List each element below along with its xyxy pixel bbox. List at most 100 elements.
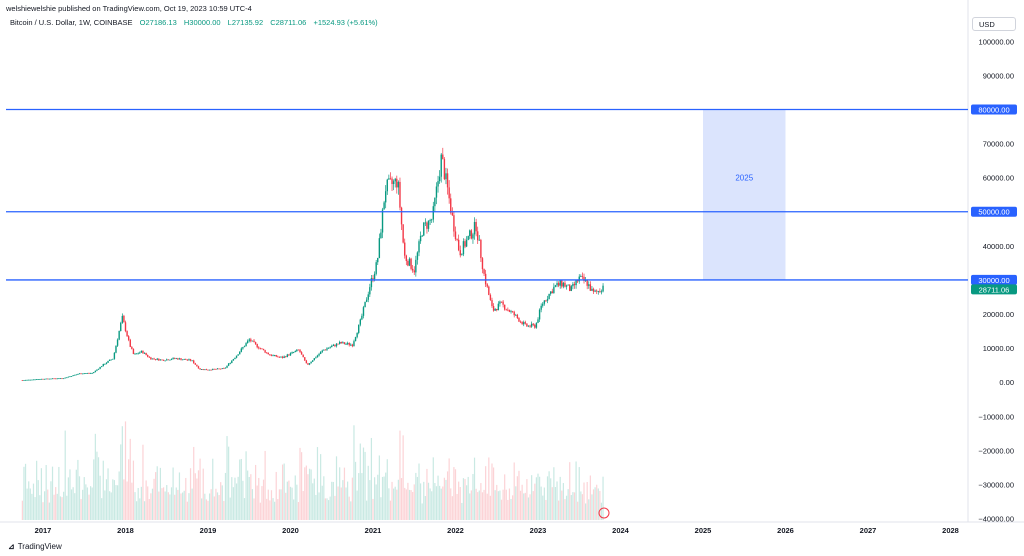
candle-body [410,258,412,269]
volume-bar [564,499,566,520]
volume-bar [302,491,304,520]
volume-bar [470,490,472,520]
volume-bar [342,480,344,520]
candle-body [421,235,423,237]
candle-body [45,378,47,380]
candle-body [254,342,257,344]
candle-body [562,282,565,287]
volume-bar [175,487,177,520]
candle-body [337,343,339,345]
volume-bar [407,482,409,520]
volume-bar [248,476,250,520]
candle-body [72,375,74,377]
candle-body [451,212,454,216]
candle-body [58,378,60,380]
candle-body [518,318,520,322]
volume-bar [299,447,301,520]
candle-body [96,369,98,371]
candle-body [431,219,433,221]
candle-body [86,373,89,374]
volume-bar [240,458,242,520]
volume-bar [445,479,447,520]
candle-body [35,379,38,381]
candle-body [556,283,558,286]
candle-body [121,315,124,323]
x-tick-label: 2025 [695,526,712,535]
volume-bar [529,494,531,520]
volume-bar [408,489,411,520]
candle-body [226,365,228,368]
x-tick-label: 2020 [282,526,299,535]
currency-selector[interactable]: USD [972,17,1016,31]
candle-body [135,353,138,355]
volume-bar [59,496,62,520]
candle-body [445,173,447,180]
volume-bar [542,495,544,520]
volume-bar [48,502,50,520]
volume-bar [573,492,576,520]
volume-bar [540,486,542,520]
volume-bar [296,484,298,520]
candle-body [329,347,331,348]
symbol-name[interactable]: Bitcoin / U.S. Dollar, 1W, COINBASE [10,18,133,27]
candle-body [224,367,227,369]
candle-body [140,350,143,353]
volume-bar [435,486,438,520]
candle-body [578,276,580,282]
candle-body [97,368,100,370]
volume-bar [419,483,422,520]
candle-body [521,321,523,325]
candle-body [472,234,474,239]
tradingview-logo[interactable]: ⊿ TradingView [8,542,62,551]
volume-bar [389,500,392,520]
volume-bar [232,487,234,520]
volume-bar [505,489,507,520]
candle-body [216,368,219,370]
candle-body [384,191,387,203]
candle-body [256,343,258,348]
candle-body [599,291,601,293]
candle-body [415,259,417,273]
candle-body [467,236,469,240]
candle-body [367,294,369,300]
candle-body [340,341,342,344]
volume-bar [602,476,604,520]
candle-body [227,363,230,366]
y-tick-label: 90000.00 [983,71,1014,80]
candle-body [296,349,298,351]
volume-bar [148,499,150,520]
candle-body [402,224,404,243]
candle-body [348,342,350,346]
candle-body [457,239,460,251]
candle-body [59,378,62,380]
candle-body [239,351,241,355]
candle-body [139,352,141,354]
volume-bar [93,459,95,520]
volume-bar [388,488,390,520]
volume-bar [269,500,271,520]
volume-bar [434,482,436,520]
y-tick-label: 100000.00 [979,37,1014,46]
volume-bar [128,459,130,520]
candle-body [508,310,511,312]
candle-body [204,369,206,371]
volume-bar [597,488,599,520]
level-tag [971,104,1017,115]
volume-bar [61,497,63,520]
level-tag [971,206,1017,217]
candle-body [440,154,442,177]
volume-bar [359,443,361,520]
candle-body [270,355,273,356]
candle-body [173,357,176,359]
candle-body [264,350,266,353]
candle-body [89,373,92,374]
volume-bar [105,479,108,520]
volume-bar [473,457,476,520]
candle-body [161,359,163,361]
candle-body [194,363,197,365]
candle-body [118,331,120,340]
candle-body [350,344,352,346]
volume-bar [591,494,593,520]
volume-bar [442,486,444,520]
